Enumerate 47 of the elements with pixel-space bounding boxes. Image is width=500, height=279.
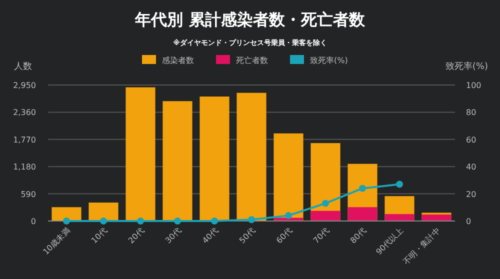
bar: [52, 207, 82, 221]
y2-axis-title: 致死率(%): [445, 61, 488, 72]
y-tick-label: 1,770: [13, 135, 36, 144]
y-tick-label: 590: [20, 190, 36, 199]
bar: [236, 92, 266, 221]
y2-tick-label: 80: [466, 108, 476, 118]
chart-title: 年代別 累計感染者数・死亡者数: [134, 10, 366, 29]
legend-label: 感染者数: [162, 56, 194, 65]
point: [100, 218, 107, 224]
legend-label: 死亡者数: [236, 56, 268, 65]
bar: [200, 96, 230, 221]
bar: [274, 133, 304, 221]
point: [174, 218, 181, 224]
point: [248, 216, 255, 224]
x-tick-label: 60代: [274, 226, 294, 246]
bar: [88, 202, 118, 221]
y-tick-label: 2,360: [13, 108, 36, 118]
y-tick-label: 2,950: [13, 81, 36, 90]
y2-tick-label: 40: [466, 162, 476, 172]
x-tick-label: 50代: [238, 226, 257, 246]
point: [359, 184, 366, 192]
bar: [310, 210, 340, 221]
y-axis-title: 人数: [14, 61, 32, 72]
y2-tick-label: 20: [466, 190, 476, 199]
x-tick-label: 70代: [312, 226, 331, 246]
x-tick-label: 10代: [90, 226, 109, 246]
point: [211, 218, 218, 224]
point: [137, 218, 144, 224]
bar: [384, 214, 414, 221]
point: [63, 218, 70, 224]
x-tick-label: 30代: [164, 226, 183, 246]
x-tick-label: 20代: [126, 226, 146, 246]
x-tick-label: 80代: [348, 226, 368, 246]
legend-label: 致死率(%): [310, 56, 348, 65]
x-tick-label: 40代: [200, 226, 220, 246]
point: [396, 180, 403, 188]
y-tick-label: 0: [30, 217, 36, 226]
bar: [126, 87, 156, 221]
y2-tick-label: 0: [466, 217, 472, 226]
bar: [348, 207, 378, 221]
y-tick-label: 1,180: [13, 162, 36, 172]
point: [322, 200, 329, 207]
y2-tick-label: 60: [466, 135, 476, 144]
x-tick-label: 10歳未満: [41, 226, 72, 257]
bar: [162, 101, 192, 221]
y2-tick-label: 100: [466, 81, 482, 90]
point: [285, 212, 292, 220]
